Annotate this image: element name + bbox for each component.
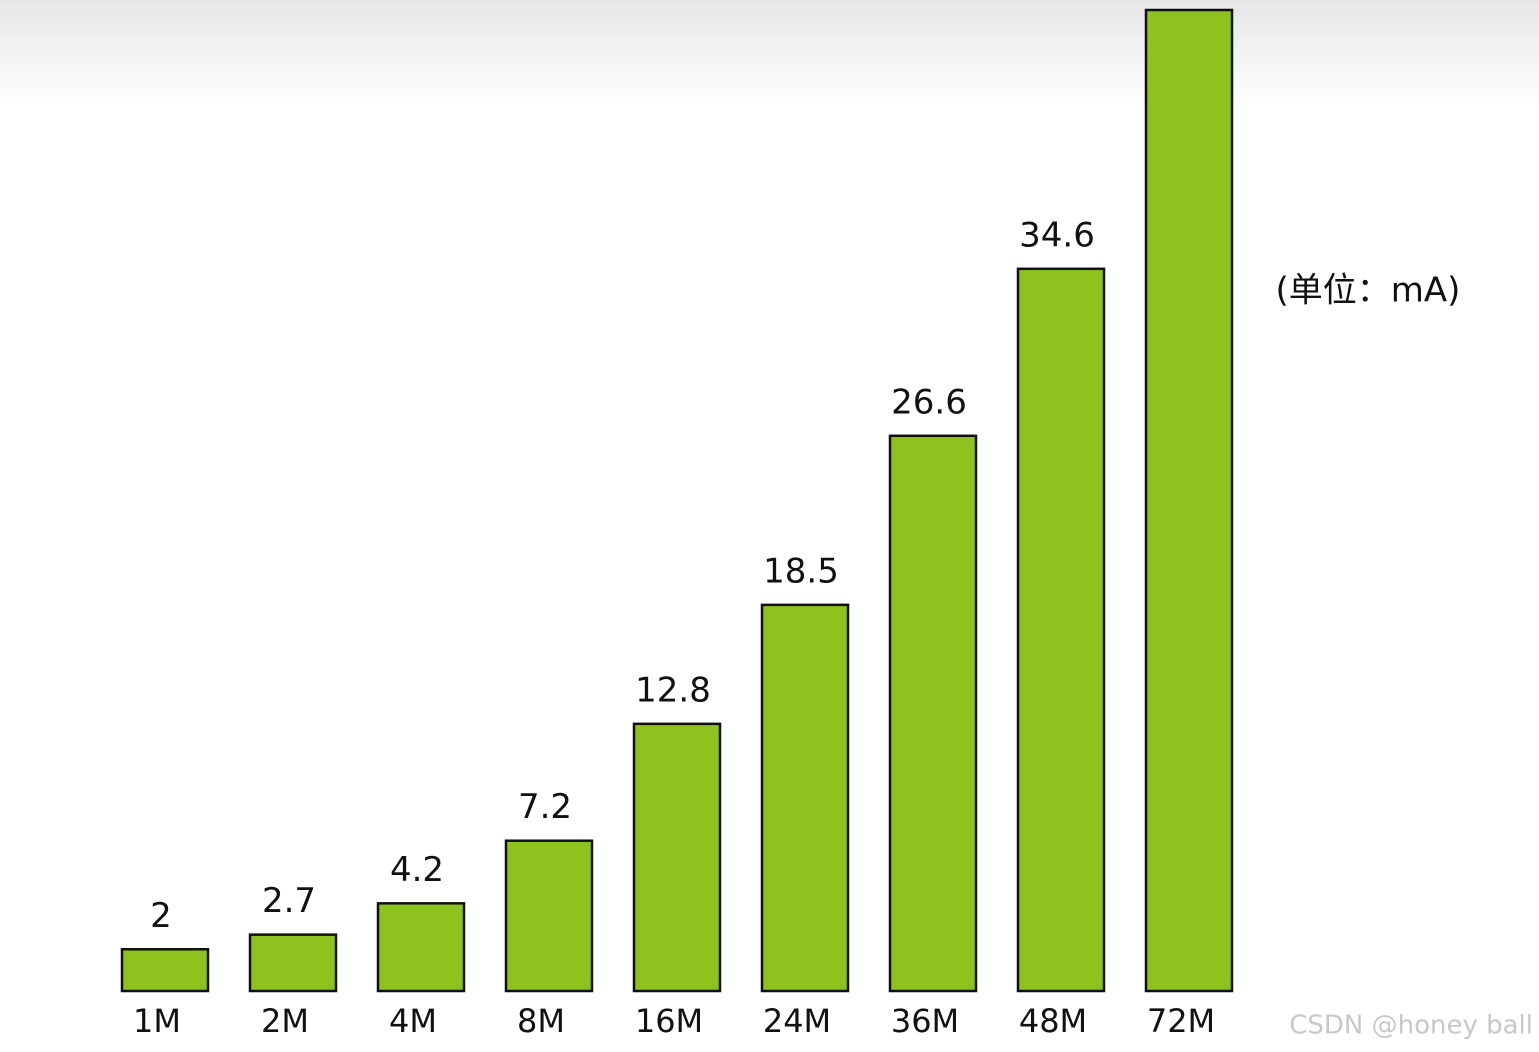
x-tick-label: 36M xyxy=(891,1002,959,1040)
bar xyxy=(248,933,338,993)
x-tick-label: 1M xyxy=(133,1002,181,1040)
value-label: 26.6 xyxy=(891,382,967,422)
value-label: 18.5 xyxy=(763,551,839,591)
bar xyxy=(632,722,722,993)
x-tick-label: 4M xyxy=(389,1002,437,1040)
top-shade xyxy=(0,0,1539,105)
x-tick-label: 2M xyxy=(261,1002,309,1040)
bar xyxy=(1016,267,1106,993)
x-tick-label: 72M xyxy=(1147,1002,1215,1040)
value-label: 2 xyxy=(150,896,172,936)
value-label: 34.6 xyxy=(1019,215,1095,255)
value-label: 7.2 xyxy=(518,787,572,827)
bar xyxy=(376,902,466,993)
watermark: CSDN @honey ball xyxy=(1289,1011,1533,1041)
bar xyxy=(1144,8,1234,993)
value-label: 2.7 xyxy=(262,881,316,921)
x-tick-label: 24M xyxy=(763,1002,831,1040)
value-label: 4.2 xyxy=(390,850,444,890)
x-tick-label: 16M xyxy=(635,1002,703,1040)
bar xyxy=(760,603,850,993)
bar xyxy=(888,434,978,993)
x-tick-label: 48M xyxy=(1019,1002,1087,1040)
x-tick-label: 8M xyxy=(517,1002,565,1040)
bar xyxy=(120,948,210,993)
value-label: 12.8 xyxy=(635,670,711,710)
unit-annotation: (单位：mA) xyxy=(1276,271,1461,311)
bar xyxy=(504,839,594,993)
